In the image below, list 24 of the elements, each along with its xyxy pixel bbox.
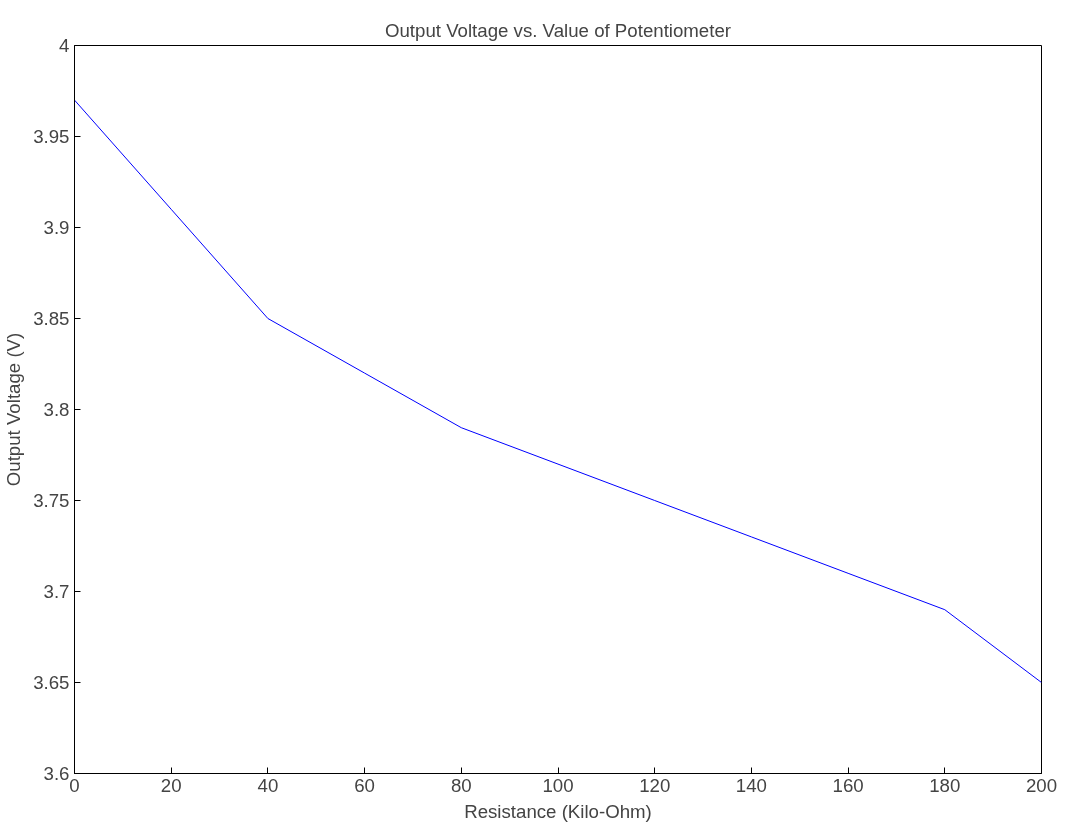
y-tick-label: 3.9 — [43, 217, 70, 238]
x-tick-label: 0 — [69, 774, 80, 796]
x-tick-label: 20 — [160, 774, 182, 796]
y-axis-title: Output Voltage (V) — [3, 332, 25, 487]
x-axis-title: Resistance (Kilo-Ohm) — [464, 800, 652, 822]
x-tick-label: 160 — [832, 774, 864, 796]
y-tick-label: 3.6 — [43, 763, 70, 784]
y-tick-label: 3.7 — [43, 581, 70, 602]
x-tick-label: 120 — [639, 774, 671, 796]
y-tick-label: 3.95 — [33, 126, 70, 147]
y-tick-label: 4 — [59, 35, 70, 56]
line-series — [74, 99, 1042, 683]
x-tick-label: 80 — [450, 774, 472, 796]
y-tick-label: 3.65 — [33, 672, 70, 693]
x-tick-label: 40 — [257, 774, 279, 796]
x-tick-label: 180 — [929, 774, 961, 796]
y-tick-label: 3.85 — [33, 308, 70, 329]
y-tick-label: 3.75 — [33, 490, 70, 511]
y-tick-label: 3.8 — [43, 399, 70, 420]
x-tick-label: 100 — [542, 774, 574, 796]
x-tick-label: 60 — [354, 774, 375, 796]
x-tick-label: 200 — [1025, 774, 1058, 796]
chart-title: Output Voltage vs. Value of Potentiometer — [384, 19, 732, 41]
x-tick-label: 140 — [735, 774, 767, 796]
